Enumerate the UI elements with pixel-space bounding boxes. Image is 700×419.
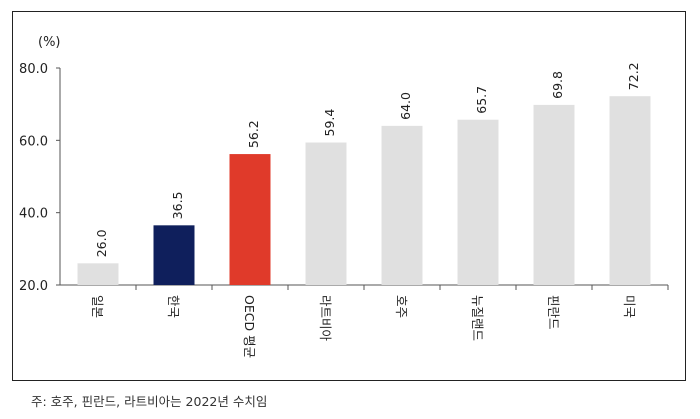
x-tick-label: OECD 평균 (242, 295, 257, 358)
bar-value-label: 36.5 (170, 191, 185, 219)
x-tick-label: 뉴질랜드 (470, 295, 485, 341)
bar-value-label: 72.2 (626, 62, 641, 90)
bar-value-label: 59.4 (322, 109, 337, 137)
x-tick-label: 한국 (166, 295, 181, 318)
x-tick-label: 호주 (394, 295, 409, 318)
chart-frame (12, 11, 686, 381)
bar (533, 104, 575, 285)
bar-value-label: 64.0 (398, 92, 413, 120)
bar-value-label: 65.7 (474, 86, 489, 114)
bar (229, 154, 271, 285)
x-tick-label: 라트비아 (318, 295, 333, 342)
bar (305, 142, 347, 285)
y-unit-label: (%) (38, 35, 61, 50)
x-tick-label: 미국 (622, 295, 637, 318)
bar-value-label: 69.8 (550, 71, 565, 99)
bar-value-label: 56.2 (246, 120, 261, 148)
y-tick-label: 60.0 (19, 134, 48, 149)
x-tick-label: 일본 (90, 295, 105, 318)
bar (77, 263, 119, 285)
bar (153, 225, 195, 285)
y-tick-label: 20.0 (19, 279, 48, 294)
bar (609, 96, 651, 286)
y-tick-label: 40.0 (19, 207, 48, 222)
bar-chart: (%) 20.0 40.0 60.0 80.0 26.0 36.5 56.2 59.4 64.… (19, 35, 669, 358)
x-tick-labels: 일본 한국 OECD 평균 라트비아 호주 뉴질랜드 핀란드 미국 (90, 295, 637, 358)
y-tick-label: 80.0 (19, 62, 48, 77)
y-ticks: 20.0 40.0 60.0 80.0 (19, 62, 669, 294)
bars: 26.0 36.5 56.2 59.4 64.0 65.7 69.8 72.2 (77, 62, 651, 286)
bar-value-label: 26.0 (94, 229, 109, 257)
x-tick-label: 핀란드 (546, 295, 561, 330)
bar (381, 125, 423, 285)
footnote: 주: 호주, 핀란드, 라트비아는 2022년 수치임 (31, 394, 268, 409)
bar (457, 119, 499, 286)
